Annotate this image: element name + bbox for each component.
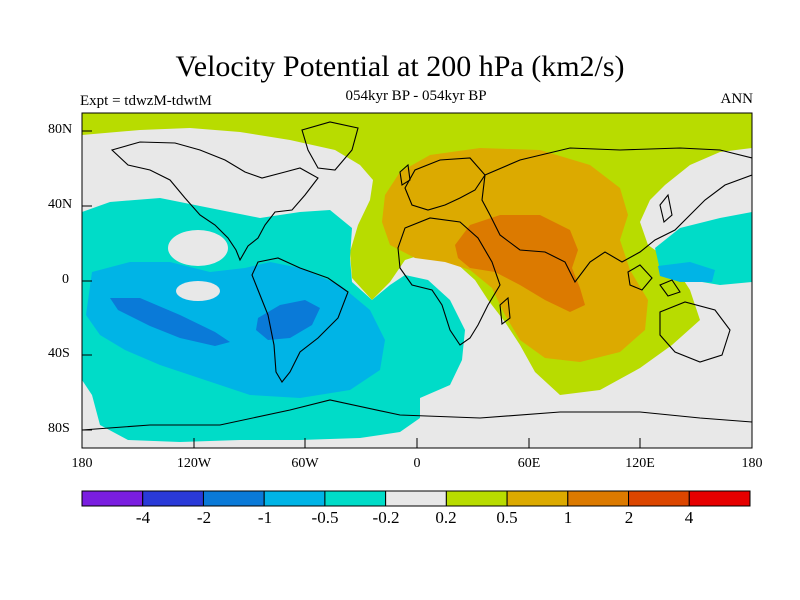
y-label-40s: 40S (48, 346, 70, 361)
colorbar-label: -1 (257, 508, 273, 527)
field-neg-1-b (256, 300, 320, 340)
axis-ticks (82, 130, 641, 448)
colorbar-label: 2 (624, 508, 634, 527)
y-label-0: 0 (62, 272, 69, 287)
colorbar-label: -0.2 (372, 508, 400, 527)
colorbar-label: -2 (196, 508, 212, 527)
colorbar-box (324, 490, 387, 507)
x-label-180e: 180 (741, 456, 763, 471)
coast-asia (481, 147, 752, 284)
coast-antarctica (82, 399, 752, 431)
x-label-60w: 60W (291, 456, 319, 471)
coastlines (82, 121, 752, 431)
season-label: ANN (720, 91, 754, 107)
plot-title: Velocity Potential at 200 hPa (km2/s) (175, 50, 625, 83)
coast-greenland (301, 121, 359, 171)
velocity-potential-field (82, 113, 752, 448)
y-label-80s: 80S (48, 421, 70, 436)
x-label-60e: 60E (517, 456, 541, 471)
field-neg-0.5-east (658, 262, 715, 282)
coast-south-america (251, 257, 349, 383)
colorbar-box (385, 490, 447, 507)
colorbar-box (81, 490, 144, 507)
field-neutral-hole-2 (176, 281, 220, 301)
coast-africa (397, 217, 501, 346)
colorbar (81, 490, 751, 507)
coast-australia (659, 301, 731, 363)
coast-north-america (110, 141, 319, 262)
field-neg-1 (110, 298, 230, 346)
y-label-40n: 40N (48, 197, 73, 212)
coast-europe (404, 157, 486, 211)
colorbar-label: -4 (135, 508, 151, 527)
colorbar-label: 4 (684, 508, 694, 527)
colorbar-box (688, 490, 751, 507)
y-label-80n: 80N (48, 122, 73, 137)
colorbar-box (506, 490, 569, 507)
coast-madagascar (499, 296, 511, 326)
field-pos-1 (455, 215, 585, 312)
colorbar-box (628, 490, 690, 507)
field-neutral-hole-1 (168, 230, 228, 266)
colorbar-label: 0.2 (435, 508, 457, 527)
colorbar-label: -0.5 (311, 508, 339, 527)
x-label-180w: 180 (71, 456, 93, 471)
x-label-0: 0 (413, 456, 421, 471)
plot-subtitle: 054kyr BP - 054kyr BP (345, 88, 487, 104)
x-label-120e: 120E (625, 456, 655, 471)
coast-uk (399, 163, 411, 186)
field-neg-0.5 (86, 262, 385, 398)
experiment-label: Expt = tdwzM-tdwtM (80, 93, 212, 109)
colorbar-label: 0.5 (496, 508, 518, 527)
coast-indonesia (627, 264, 681, 297)
colorbar-box (202, 490, 265, 507)
colorbar-box (445, 490, 508, 507)
colorbar-label: 1 (563, 508, 573, 527)
coast-japan (659, 193, 673, 224)
colorbar-box (263, 490, 326, 507)
colorbar-box (567, 490, 630, 507)
colorbar-box (142, 490, 204, 507)
x-label-120w: 120W (176, 456, 212, 471)
